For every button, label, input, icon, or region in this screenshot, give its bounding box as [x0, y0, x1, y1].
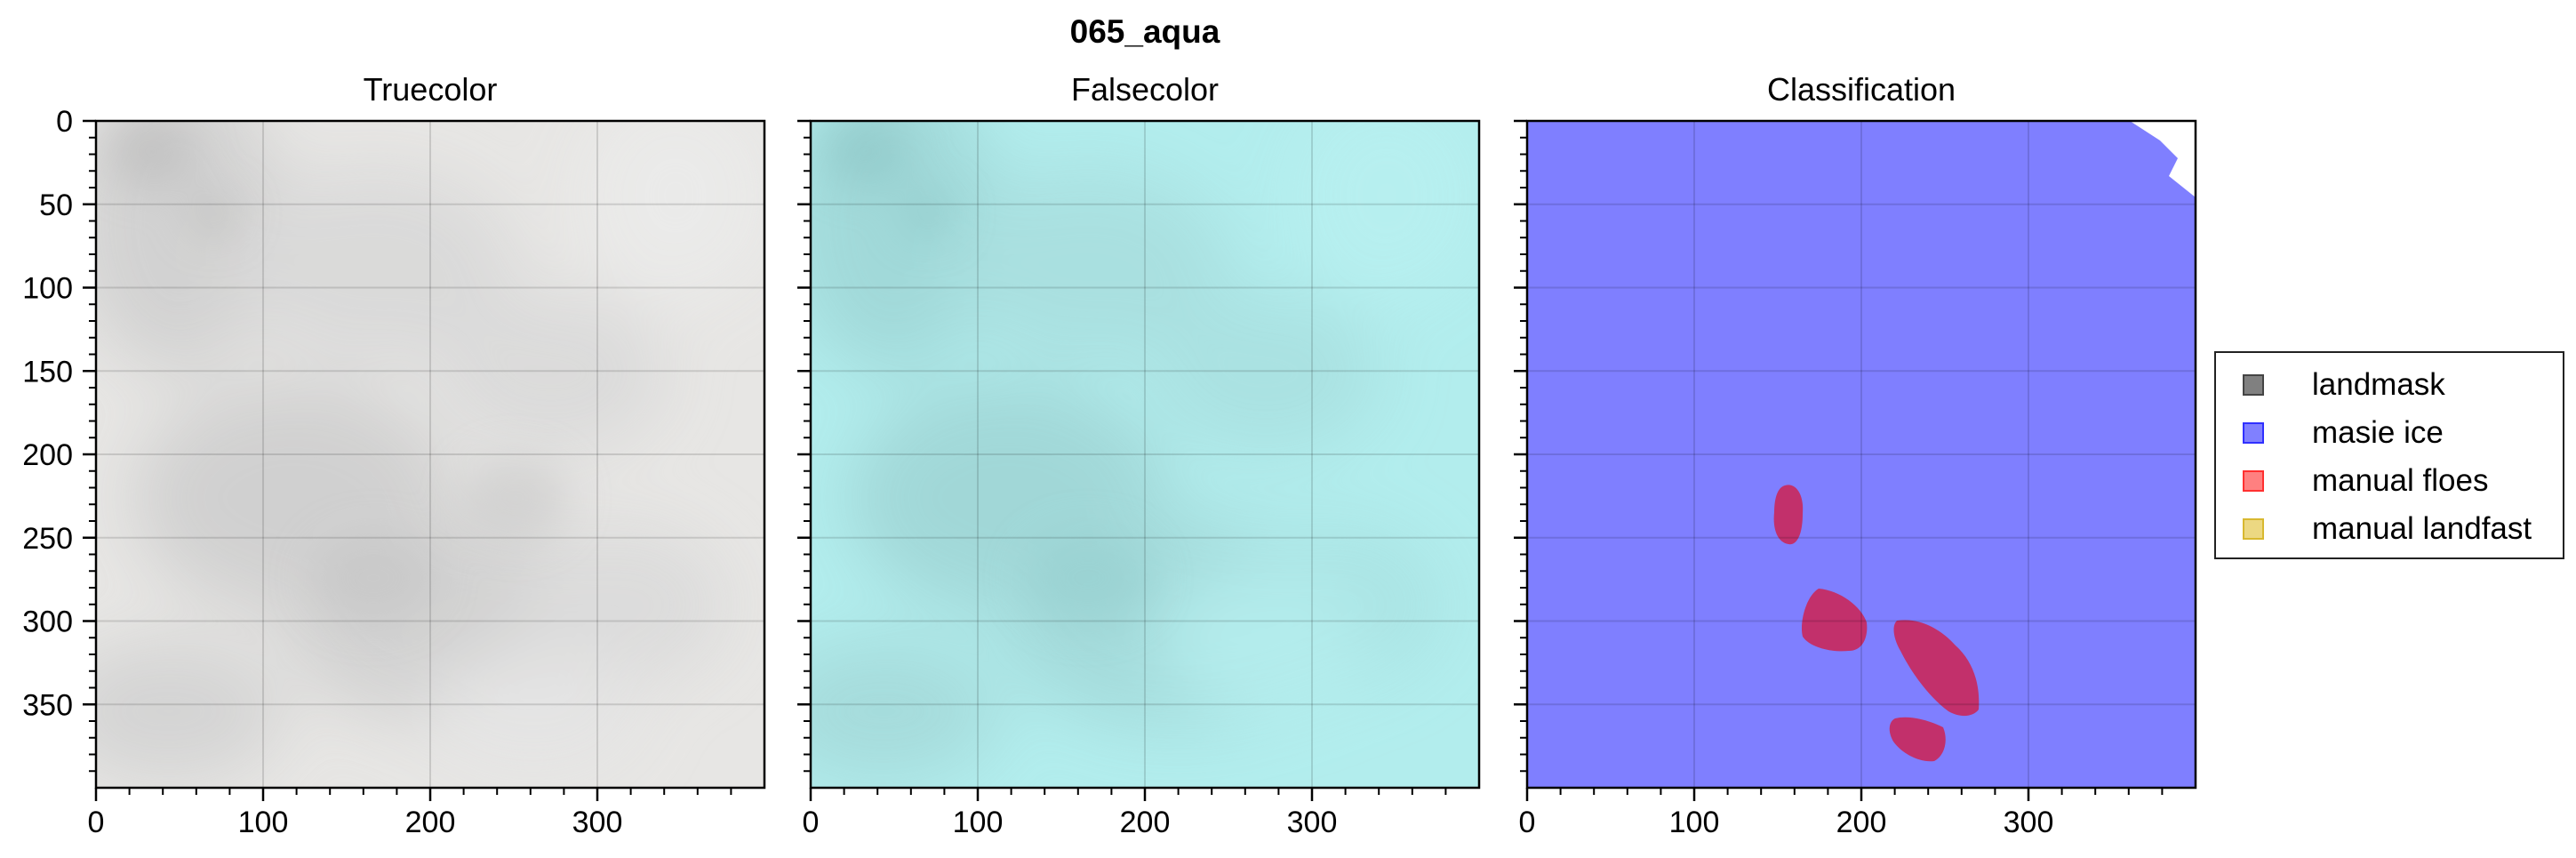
axis-layer: 0 100 200 300 0 50 100 150 200 250 300 350 0 100 200 30… [22, 105, 2197, 839]
legend-item-manual-landfast: manual landfast [2243, 511, 2532, 547]
masie-ice-swatch [2243, 422, 2264, 444]
x-tick-label: 0 [803, 806, 820, 839]
manual-landfast-swatch [2243, 518, 2264, 540]
floe-2 [1801, 589, 1868, 652]
legend-label: manual landfast [2312, 511, 2532, 546]
legend: landmask masie ice manual floes manual l… [2214, 351, 2564, 559]
y-tick-label: 0 [56, 105, 73, 139]
x-tick-label: 200 [1120, 806, 1171, 839]
y-tick-label: 150 [22, 355, 73, 389]
truecolor-image [96, 121, 764, 788]
x-tick-label: 200 [405, 806, 456, 839]
masie-ice-region [1527, 121, 2196, 788]
y-tick-label: 300 [22, 605, 73, 639]
y-tick-label: 50 [39, 188, 73, 222]
x-tick-label: 300 [572, 806, 623, 839]
x-tick-label: 0 [1519, 806, 1536, 839]
figure-suptitle: 065_aqua [1070, 13, 1220, 50]
panel-title-classification: Classification [1767, 71, 1956, 108]
legend-label: masie ice [2312, 415, 2444, 450]
floe-4 [1889, 717, 1946, 762]
panel-title-falsecolor: Falsecolor [1071, 71, 1219, 108]
x-tick-label: 100 [1669, 806, 1720, 839]
legend-label: landmask [2312, 367, 2445, 402]
y-tick-label: 100 [22, 272, 73, 306]
floe-3 [1893, 620, 1980, 717]
grid-layer [96, 121, 2196, 788]
panel-title-truecolor: Truecolor [364, 71, 498, 108]
x-tick-label: 200 [1836, 806, 1887, 839]
manual-floes [1773, 485, 1980, 762]
y-tick-label: 200 [22, 438, 73, 472]
x-tick-label: 300 [1287, 806, 1338, 839]
classification-image [1527, 121, 2196, 788]
falsecolor-image [811, 121, 1479, 788]
manual-floes-swatch [2243, 470, 2264, 492]
x-tick-label: 300 [2004, 806, 2054, 839]
x-tick-label: 100 [238, 806, 289, 839]
landmask-swatch [2243, 374, 2264, 396]
legend-item-masie-ice: masie ice [2243, 415, 2444, 451]
x-tick-label: 100 [953, 806, 1004, 839]
unmasked-region [2130, 121, 2196, 197]
floe-1 [1773, 485, 1804, 545]
legend-item-landmask: landmask [2243, 367, 2445, 403]
x-tick-label: 0 [88, 806, 105, 839]
y-tick-label: 250 [22, 522, 73, 556]
legend-item-manual-floes: manual floes [2243, 463, 2488, 499]
legend-label: manual floes [2312, 463, 2489, 498]
y-tick-label: 350 [22, 688, 73, 722]
